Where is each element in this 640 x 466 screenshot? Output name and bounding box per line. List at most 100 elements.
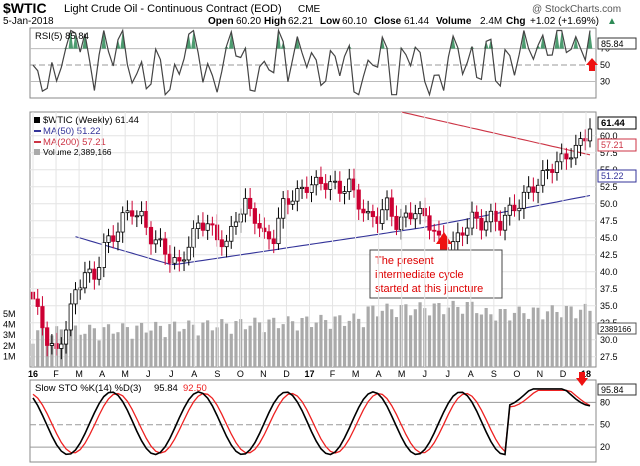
rsi-ticks: 70 50 30	[600, 44, 610, 87]
volume-bar	[375, 316, 380, 367]
x-tick-20: S	[491, 369, 497, 379]
candle-body	[78, 287, 83, 291]
volume-bar	[267, 319, 271, 367]
candle-body	[474, 211, 479, 219]
volume-bar	[583, 303, 587, 367]
candle-body	[172, 257, 177, 264]
volume-bar	[333, 316, 337, 367]
volume-bar	[121, 323, 125, 367]
price-tick-4: 50.0	[600, 199, 618, 209]
x-tick-18: J	[446, 369, 451, 379]
price-tick-12: 30.0	[600, 335, 618, 345]
volume-bar	[442, 314, 446, 367]
volume-bar	[116, 332, 120, 367]
candle-body	[299, 186, 305, 190]
x-tick-21: O	[513, 369, 520, 379]
volume-bar	[257, 322, 262, 367]
candle-body	[82, 272, 88, 289]
candle-body	[153, 239, 158, 245]
candle-body	[502, 214, 508, 231]
candle-body	[469, 211, 475, 229]
candle-body	[375, 216, 380, 224]
x-tick-3: A	[99, 369, 105, 379]
volume-value: 2.4M	[480, 16, 502, 27]
candle-body	[106, 235, 111, 243]
sto-legend-prefix: Slow STO %K(14) %D(3)	[35, 383, 141, 394]
volume-bar	[314, 322, 318, 367]
annotation-box	[369, 249, 503, 299]
volume-bar	[470, 301, 474, 367]
candle-body	[158, 238, 163, 241]
candle-body	[484, 221, 489, 231]
volume-bar	[163, 337, 167, 367]
sto-tick-50: 50	[600, 420, 610, 430]
candle-body	[144, 210, 149, 228]
candle-body	[413, 213, 418, 220]
rsi-up-arrow-icon	[586, 58, 598, 71]
volume-bar	[404, 304, 408, 367]
rsi-line	[32, 28, 591, 97]
candle-body	[125, 210, 130, 214]
volume-bar	[531, 307, 535, 367]
volume-last: 2389166	[600, 325, 632, 334]
volume-bar	[262, 332, 266, 367]
price-legend: $WTIC (Weekly) 61.44 MA(50) 51.22 MA(200…	[34, 115, 139, 157]
volume-bar	[291, 321, 295, 367]
price-tick-5: 47.5	[600, 216, 618, 226]
volume-bar	[309, 327, 314, 367]
volume-bar	[574, 318, 578, 367]
candle-body	[233, 221, 239, 227]
candle-body	[68, 303, 73, 331]
candle-body	[540, 170, 545, 186]
candle-body	[210, 223, 215, 226]
volume-bar	[437, 303, 441, 367]
candle-body	[564, 153, 569, 160]
x-tick-1: F	[53, 369, 59, 379]
price-tick-9: 37.5	[600, 284, 618, 294]
open-label: Open	[208, 16, 234, 27]
candle-body	[92, 268, 97, 280]
x-tick-4: M	[121, 369, 129, 379]
volume-bar	[182, 328, 186, 367]
description: Light Crude Oil - Continuous Contract (E…	[64, 3, 282, 15]
price-tick-10: 35.0	[600, 301, 618, 311]
candle-body	[63, 329, 69, 345]
candle-body	[342, 191, 347, 194]
last-close: 61.44	[601, 118, 625, 129]
volume-bar	[446, 307, 450, 367]
candle-body	[526, 186, 531, 193]
candle-body	[96, 267, 102, 280]
x-tick-6: J	[169, 369, 174, 379]
candle-body	[488, 210, 493, 223]
candle-body	[460, 232, 465, 236]
volume-bar	[342, 325, 347, 367]
volume-bar	[451, 300, 455, 367]
ma50-last: 51.22	[601, 171, 624, 181]
volume-bar	[545, 311, 550, 367]
volume-bar	[394, 317, 399, 367]
volume-bar	[272, 317, 276, 367]
volume-bar	[144, 332, 148, 367]
volume-bar	[276, 328, 281, 367]
last-close-box	[597, 116, 637, 130]
volume-bar	[508, 320, 512, 367]
open-value: 60.20	[236, 16, 261, 27]
chg-label: Chg	[506, 16, 525, 27]
price-tick-3: 52.5	[600, 182, 618, 192]
candle-body	[361, 208, 366, 214]
candle-body	[181, 259, 187, 262]
candle-body	[493, 210, 498, 222]
candle-body	[380, 209, 385, 224]
candle-body	[87, 268, 92, 274]
volume-bar	[460, 313, 465, 367]
volume-tick-3: 2M	[3, 341, 16, 351]
candle-body	[139, 210, 144, 217]
volume-bar	[135, 325, 139, 367]
volume-bar	[357, 318, 361, 367]
candle-body	[186, 246, 191, 261]
x-tick-22: N	[537, 369, 544, 379]
candle-body	[196, 222, 201, 229]
rsi-tick-30: 30	[600, 77, 610, 87]
volume-bar	[390, 309, 394, 367]
